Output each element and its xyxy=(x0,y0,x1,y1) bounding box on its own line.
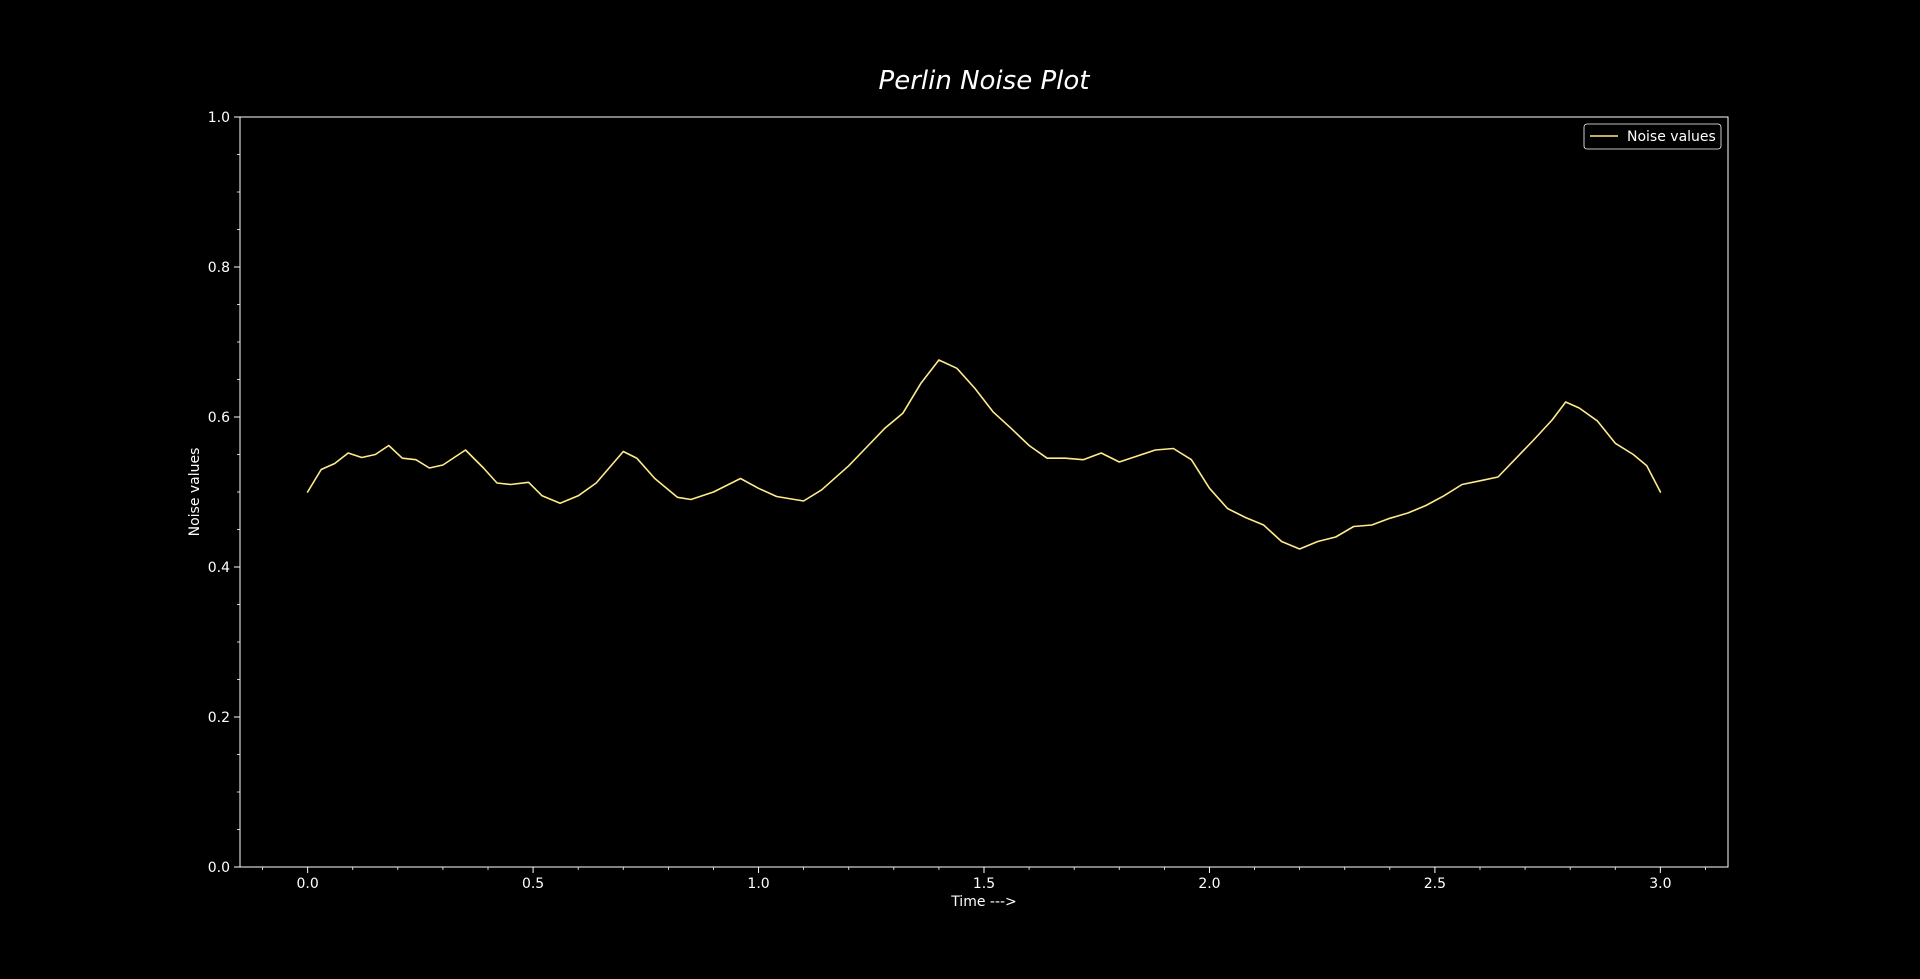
y-axis-ticks: 0.0 0.2 0.4 0.6 0.8 1.0 xyxy=(208,110,240,876)
y-tick-label: 0.0 xyxy=(208,860,230,876)
x-tick-label: 1.5 xyxy=(973,876,995,892)
x-tick-label: 3.0 xyxy=(1649,876,1671,892)
x-tick-label: 2.5 xyxy=(1424,876,1446,892)
series-layer xyxy=(306,359,1662,550)
legend: Noise values xyxy=(1583,123,1722,150)
series-line-0 xyxy=(306,359,1662,550)
x-axis-minor-ticks xyxy=(262,867,1706,870)
legend-label-noise-values: Noise values xyxy=(1627,129,1716,145)
x-tick-label: 1.0 xyxy=(747,876,769,892)
y-axis-minor-ticks xyxy=(237,154,240,830)
y-tick-label: 0.2 xyxy=(208,710,230,726)
y-tick-label: 0.8 xyxy=(208,260,230,276)
x-axis-ticks: 0.0 0.5 1.0 1.5 2.0 2.5 3.0 xyxy=(297,867,1671,892)
y-tick-label: 0.4 xyxy=(208,560,230,576)
x-tick-label: 0.0 xyxy=(297,876,319,892)
x-axis-label: Time ---> xyxy=(950,894,1017,910)
x-tick-label: 0.5 xyxy=(522,876,544,892)
y-tick-label: 1.0 xyxy=(208,110,230,126)
x-tick-label: 2.0 xyxy=(1198,876,1220,892)
y-axis-label: Noise values xyxy=(187,448,203,537)
y-tick-label: 0.6 xyxy=(208,410,230,426)
chart-title: Perlin Noise Plot xyxy=(879,66,1091,96)
legend-box xyxy=(1583,123,1722,150)
